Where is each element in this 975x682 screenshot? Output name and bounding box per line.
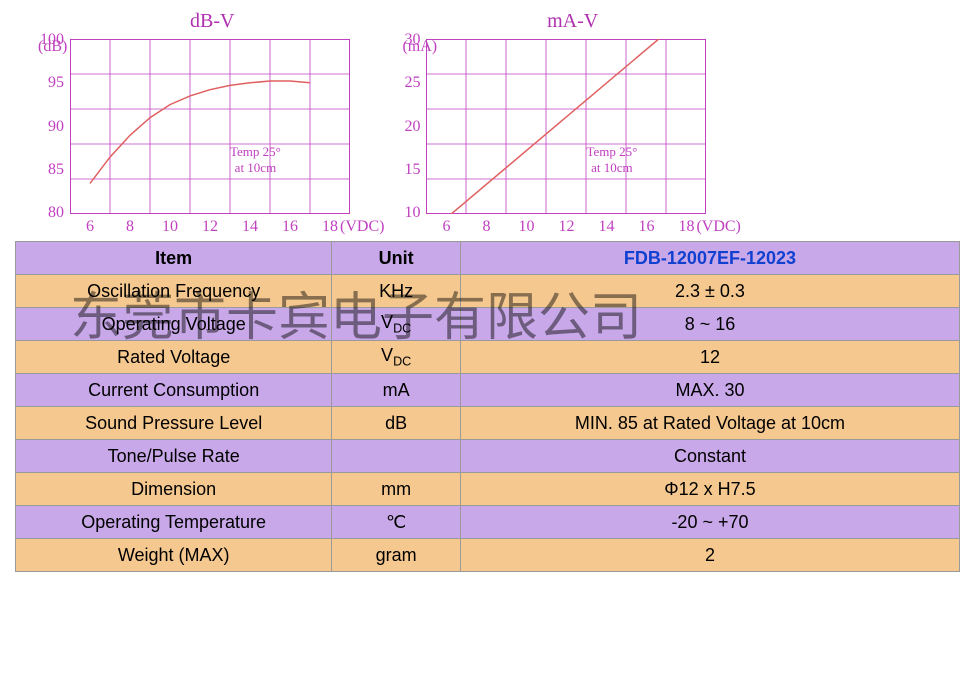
cell-value: 12: [460, 341, 959, 374]
table-row: Oscillation FrequencyKHz2.3 ± 0.3: [16, 275, 960, 308]
cell-value: 2: [460, 539, 959, 572]
cell-value: Φ12 x H7.5: [460, 473, 959, 506]
y-unit-left: (dB): [38, 38, 67, 56]
cell-unit: ℃: [332, 506, 461, 539]
cell-value: 2.3 ± 0.3: [460, 275, 959, 308]
cell-unit: VDC: [332, 308, 461, 341]
cell-value: MIN. 85 at Rated Voltage at 10cm: [460, 407, 959, 440]
y-labels-right: 3025201510: [404, 31, 426, 222]
cell-unit: [332, 440, 461, 473]
cell-unit: gram: [332, 539, 461, 572]
col-unit: Unit: [332, 242, 461, 275]
table-row: Operating VoltageVDC8 ~ 16: [16, 308, 960, 341]
col-value: FDB-12007EF-12023: [460, 242, 959, 275]
chart-title-right: mA-V: [404, 10, 740, 33]
cell-unit: dB: [332, 407, 461, 440]
cell-unit: mm: [332, 473, 461, 506]
table-row: Weight (MAX)gram2: [16, 539, 960, 572]
cell-value: Constant: [460, 440, 959, 473]
plot-area-right: Temp 25° at 10cm: [426, 39, 706, 214]
cell-item: Rated Voltage: [16, 341, 332, 374]
spec-table: ItemUnitFDB-12007EF-12023Oscillation Fre…: [15, 241, 960, 572]
table-row: Tone/Pulse Rate Constant: [16, 440, 960, 473]
table-row: Rated VoltageVDC12: [16, 341, 960, 374]
chart-title-left: dB-V: [40, 10, 384, 33]
chart-db-v: dB-V (dB) 10095908580 Temp 25° at 10cm 6…: [40, 10, 384, 236]
cell-item: Operating Voltage: [16, 308, 332, 341]
y-labels-left: 10095908580: [40, 31, 70, 222]
cell-item: Weight (MAX): [16, 539, 332, 572]
chart-ma-v: mA-V (mA) 3025201510 Temp 25° at 10cm 68…: [404, 10, 740, 236]
cell-item: Oscillation Frequency: [16, 275, 332, 308]
cell-item: Current Consumption: [16, 374, 332, 407]
cell-item: Sound Pressure Level: [16, 407, 332, 440]
x-labels-right: 681012141618(VDC): [426, 214, 740, 236]
table-row: Current ConsumptionmAMAX. 30: [16, 374, 960, 407]
cell-item: Dimension: [16, 473, 332, 506]
charts-container: dB-V (dB) 10095908580 Temp 25° at 10cm 6…: [0, 0, 975, 241]
cell-unit: mA: [332, 374, 461, 407]
cell-item: Tone/Pulse Rate: [16, 440, 332, 473]
plot-area-left: Temp 25° at 10cm: [70, 39, 350, 214]
table-row: DimensionmmΦ12 x H7.5: [16, 473, 960, 506]
cell-value: MAX. 30: [460, 374, 959, 407]
cell-value: 8 ~ 16: [460, 308, 959, 341]
cell-unit: VDC: [332, 341, 461, 374]
table-row: Operating Temperature℃-20 ~ +70: [16, 506, 960, 539]
table-header-row: ItemUnitFDB-12007EF-12023: [16, 242, 960, 275]
cell-unit: KHz: [332, 275, 461, 308]
col-item: Item: [16, 242, 332, 275]
cell-item: Operating Temperature: [16, 506, 332, 539]
cell-value: -20 ~ +70: [460, 506, 959, 539]
x-labels-left: 681012141618(VDC): [70, 214, 384, 236]
table-row: Sound Pressure LeveldBMIN. 85 at Rated V…: [16, 407, 960, 440]
